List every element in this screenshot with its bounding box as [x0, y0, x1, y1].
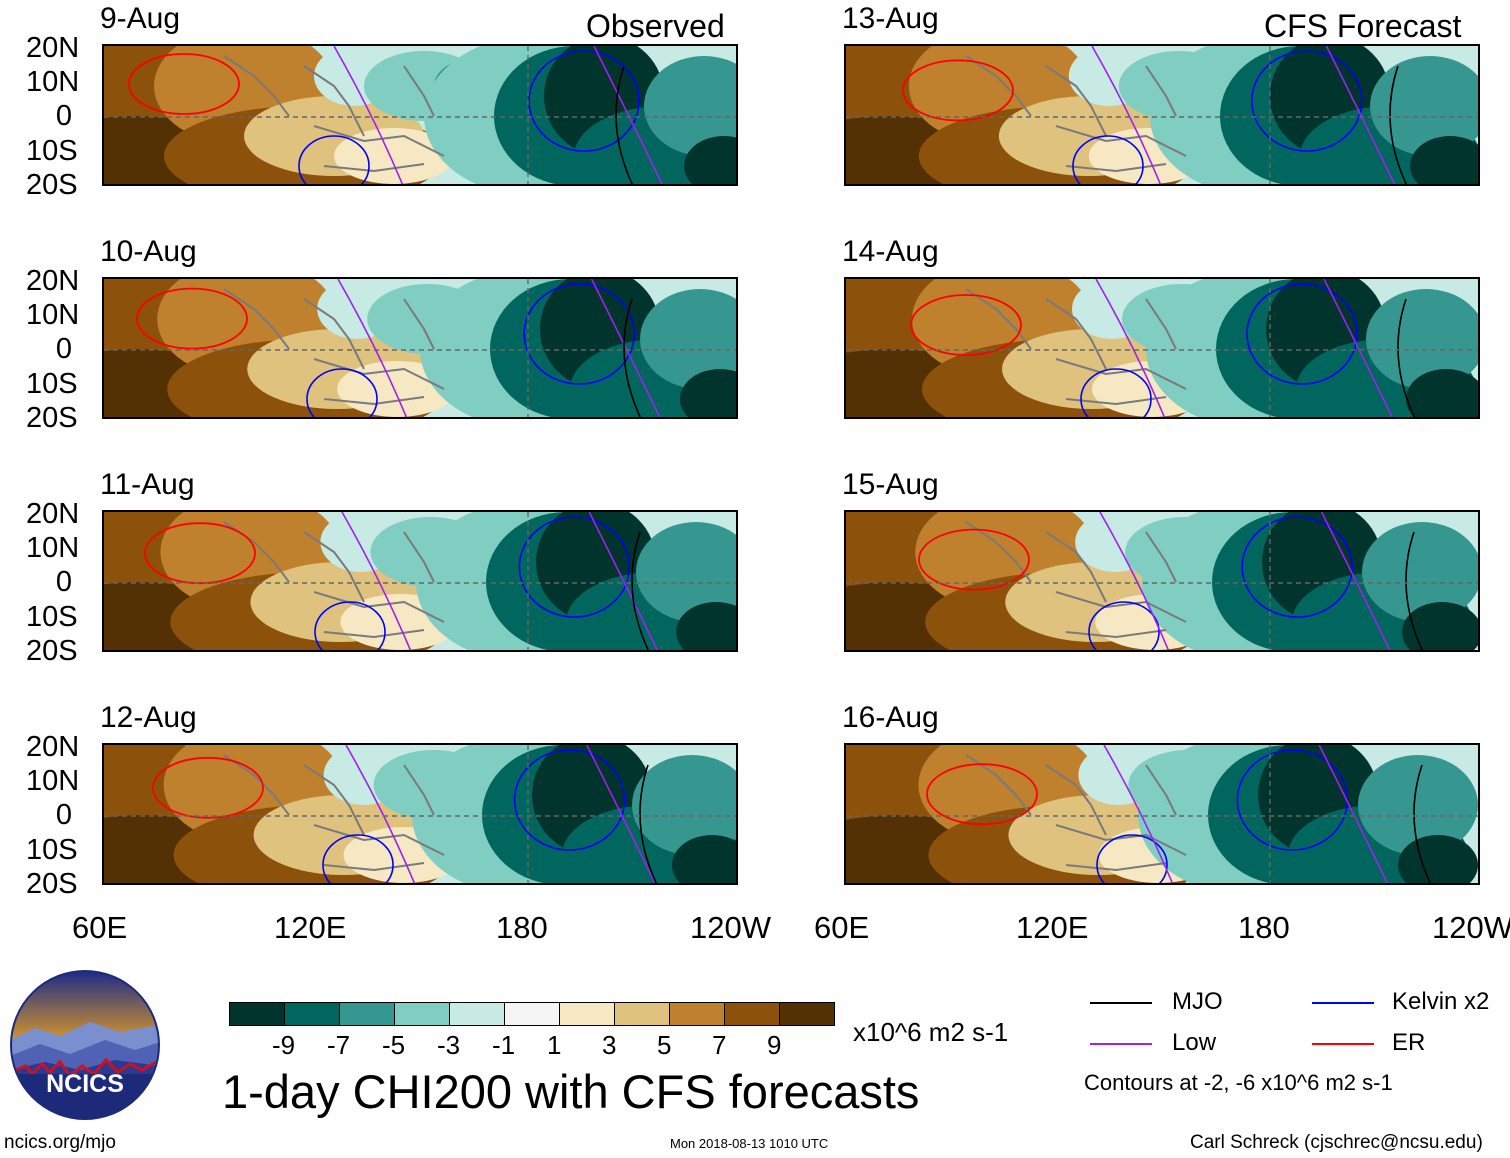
colorbar-swatch	[449, 1002, 505, 1026]
lat-label: 10N	[26, 532, 80, 564]
legend-line-mjo	[1090, 1002, 1152, 1004]
map-panel-9-aug	[102, 44, 738, 186]
lon-label-120e-right: 120E	[1016, 910, 1089, 945]
panel-date-9-aug: 9-Aug	[100, 2, 181, 35]
colorbar-swatch	[394, 1002, 450, 1026]
colorbar-tick-label: 3	[602, 1030, 617, 1060]
map-field-7	[846, 745, 1478, 883]
lon-label-60e-left: 60E	[72, 910, 128, 945]
map-field-2	[104, 512, 736, 650]
panel-date-15-aug: 15-Aug	[842, 468, 939, 501]
colorbar-tick-label: 5	[657, 1030, 672, 1060]
map-field-3	[104, 745, 736, 883]
lon-label-180-left: 180	[496, 910, 548, 945]
colorbar-swatch	[779, 1002, 835, 1026]
legend-label-kelvin: Kelvin x2	[1392, 988, 1490, 1015]
lon-label-180-right: 180	[1238, 910, 1290, 945]
panel-date-10-aug: 10-Aug	[100, 235, 197, 268]
lon-label-120w-left: 120W	[690, 910, 771, 945]
colorbar-tick-label: -1	[492, 1030, 516, 1060]
footer-url[interactable]: ncics.org/mjo	[4, 1132, 116, 1153]
colorbar-swatch	[229, 1002, 285, 1026]
lat-label: 10N	[26, 66, 80, 98]
colorbar-tick-label: -9	[272, 1030, 296, 1060]
panel-date-11-aug: 11-Aug	[100, 468, 195, 501]
colorbar-tick-label: -3	[437, 1030, 461, 1060]
map-panel-16-aug	[844, 743, 1480, 885]
lat-label: 0	[55, 100, 72, 132]
legend-label-er: ER	[1392, 1029, 1426, 1056]
panel-date-14-aug: 14-Aug	[842, 235, 939, 268]
footer-timestamp: Mon 2018-08-13 1010 UTC	[670, 1136, 829, 1151]
legend-line-kelvin	[1312, 1002, 1374, 1004]
colorbar-swatch	[614, 1002, 670, 1026]
colorbar-swatch	[339, 1002, 395, 1026]
colorbar-tick-label: 1	[547, 1030, 562, 1060]
lat-label: 20N	[26, 32, 80, 64]
map-field-6	[846, 512, 1478, 650]
chart-title: 1-day CHI200 with CFS forecasts	[222, 1065, 920, 1118]
lat-label: 20S	[26, 402, 78, 434]
lat-label: 10S	[26, 834, 78, 866]
colorbar-swatch	[284, 1002, 340, 1026]
lat-label: 10N	[26, 299, 80, 331]
legend-line-er	[1312, 1043, 1374, 1045]
colorbar-tick-label: 9	[767, 1030, 782, 1060]
map-field-1	[104, 279, 736, 417]
colorbar-swatch	[559, 1002, 615, 1026]
map-panel-11-aug	[102, 510, 738, 652]
colorbar-swatch	[724, 1002, 780, 1026]
legend-line-low	[1090, 1043, 1152, 1045]
lon-label-60e-right: 60E	[814, 910, 870, 945]
panel-date-16-aug: 16-Aug	[842, 701, 939, 734]
lat-label: 20S	[26, 635, 78, 667]
lat-label: 20S	[26, 169, 78, 201]
lat-label: 20S	[26, 868, 78, 900]
ncics-logo: NCICS	[10, 970, 160, 1120]
lon-label-120e-left: 120E	[274, 910, 347, 945]
colorbar-tick-label: -7	[327, 1030, 351, 1060]
map-panel-14-aug	[844, 277, 1480, 419]
map-panel-12-aug	[102, 743, 738, 885]
map-field-0	[104, 46, 736, 184]
map-panel-13-aug	[844, 44, 1480, 186]
forecast-header: CFS Forecast	[1264, 8, 1462, 44]
lat-label: 20N	[26, 265, 80, 297]
legend-contours-note: Contours at -2, -6 x10^6 m2 s-1	[1084, 1070, 1393, 1095]
observed-header: Observed	[586, 8, 725, 44]
map-field-5	[846, 279, 1478, 417]
lat-label: 10S	[26, 601, 78, 633]
lat-label: 10S	[26, 368, 78, 400]
lat-label: 0	[55, 566, 72, 598]
legend-label-mjo: MJO	[1172, 988, 1223, 1015]
lat-label: 0	[55, 799, 72, 831]
map-panel-10-aug	[102, 277, 738, 419]
legend-label-low: Low	[1172, 1029, 1217, 1056]
panel-date-12-aug: 12-Aug	[100, 701, 197, 734]
colorbar-tick-label: -5	[382, 1030, 406, 1060]
lat-label: 10N	[26, 765, 80, 797]
footer-credit: Carl Schreck (cjschrec@ncsu.edu)	[1190, 1132, 1483, 1153]
colorbar-swatch	[504, 1002, 560, 1026]
colorbar-tick-label: 7	[712, 1030, 727, 1060]
panel-date-13-aug: 13-Aug	[842, 2, 939, 35]
lat-label: 20N	[26, 498, 80, 530]
map-field-4	[846, 46, 1478, 184]
lat-label: 0	[55, 333, 72, 365]
lat-label: 10S	[26, 135, 78, 167]
lon-label-120w-right: 120W	[1432, 910, 1510, 945]
colorbar-units: x10^6 m2 s-1	[853, 1017, 1009, 1047]
map-panel-15-aug	[844, 510, 1480, 652]
colorbar-swatch	[669, 1002, 725, 1026]
logo-text: NCICS	[46, 1070, 124, 1098]
lat-label: 20N	[26, 731, 80, 763]
